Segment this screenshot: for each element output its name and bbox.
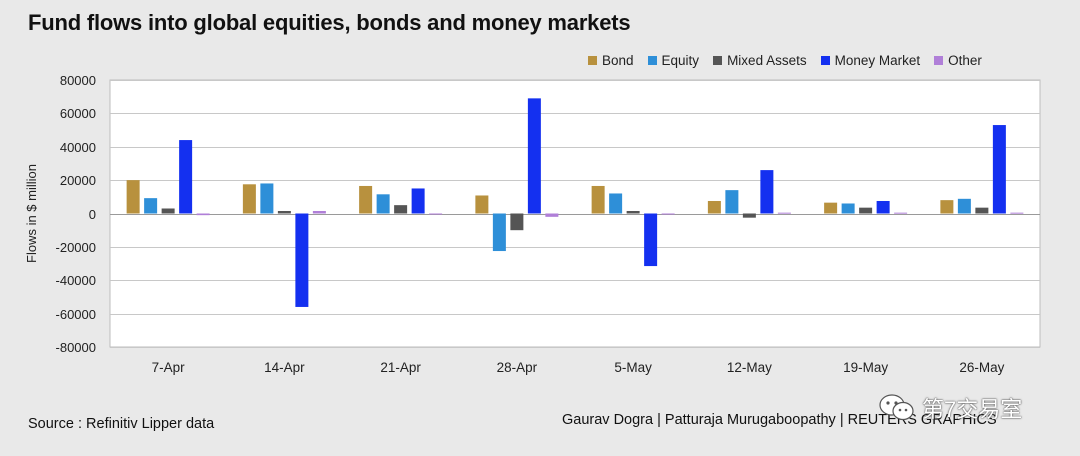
- watermark-text: 第7交易室: [922, 397, 1023, 422]
- bar-mixed-assets: [161, 208, 175, 214]
- chart-legend: Bond Equity Mixed Assets Money Market Other: [588, 53, 982, 68]
- bar-money-market: [876, 200, 890, 214]
- y-tick-label: 80000: [60, 73, 96, 88]
- legend-swatch: [820, 56, 830, 65]
- x-tick-label: 7-Apr: [152, 360, 186, 375]
- legend-item: Bond: [588, 53, 634, 68]
- bar-other: [894, 212, 908, 214]
- bar-other: [196, 213, 210, 216]
- x-tick-label: 21-Apr: [380, 360, 421, 375]
- bar-bond: [475, 195, 489, 214]
- legend-label: Equity: [661, 53, 700, 68]
- bar-mixed-assets: [859, 207, 873, 214]
- legend-item: Equity: [647, 53, 700, 68]
- bar-equity: [725, 190, 739, 214]
- chart-title: Fund flows into global equities, bonds a…: [28, 10, 631, 35]
- y-tick-label: 0: [89, 207, 96, 222]
- y-tick-label: 20000: [60, 173, 96, 188]
- y-tick-label: -60000: [56, 307, 96, 322]
- legend-item: Other: [934, 53, 982, 68]
- x-tick-label: 12-May: [727, 360, 772, 375]
- bar-money-market: [527, 98, 541, 214]
- x-tick-label: 19-May: [843, 360, 888, 375]
- bar-other: [777, 212, 791, 214]
- bar-money-market: [760, 170, 774, 214]
- bar-bond: [707, 200, 721, 214]
- legend-label: Money Market: [834, 53, 921, 68]
- legend-item: Mixed Assets: [713, 53, 807, 68]
- bar-other: [429, 213, 443, 215]
- bar-equity: [260, 183, 274, 214]
- bar-other: [661, 213, 675, 215]
- legend-label: Other: [948, 53, 982, 68]
- y-tick-label: -20000: [56, 240, 96, 255]
- y-tick-label: 60000: [60, 106, 96, 121]
- x-tick-label: 26-May: [959, 360, 1004, 375]
- bar-mixed-assets: [975, 207, 989, 214]
- bar-other: [1010, 212, 1024, 214]
- bar-money-market: [992, 125, 1006, 214]
- bar-money-market: [179, 140, 193, 214]
- bar-bond: [359, 185, 373, 214]
- source-note: Source : Refinitiv Lipper data: [28, 416, 215, 432]
- bar-other: [312, 210, 326, 214]
- bar-equity: [492, 213, 506, 252]
- bar-mixed-assets: [277, 210, 291, 214]
- bar-bond: [591, 185, 605, 214]
- credit-line: Gaurav Dogra | Patturaja Murugaboopathy …: [562, 412, 997, 428]
- legend-label: Bond: [602, 53, 634, 68]
- bar-money-market: [644, 213, 658, 267]
- bar-equity: [376, 194, 390, 214]
- y-tick-label: -80000: [56, 340, 96, 355]
- x-tick-label: 28-Apr: [497, 360, 538, 375]
- legend-swatch: [934, 56, 944, 65]
- bar-bond: [242, 184, 256, 214]
- bar-other: [545, 213, 559, 217]
- y-tick-label: -40000: [56, 273, 96, 288]
- legend-item: Money Market: [820, 53, 921, 68]
- bar-equity: [609, 193, 623, 214]
- bar-bond: [824, 202, 838, 214]
- bar-mixed-assets: [510, 213, 524, 231]
- bar-equity: [957, 198, 971, 214]
- bar-mixed-assets: [742, 213, 756, 218]
- bar-money-market: [295, 213, 309, 307]
- legend-swatch: [713, 56, 723, 65]
- y-tick-label: 40000: [60, 140, 96, 155]
- watermark: 第7交易室: [878, 392, 1022, 424]
- wechat-icon: [879, 394, 914, 421]
- bar-equity: [144, 198, 158, 214]
- y-axis-label: Flows in $ million: [24, 164, 39, 263]
- bar-bond: [940, 200, 954, 214]
- bar-mixed-assets: [394, 205, 408, 214]
- x-tick-label: 5-May: [614, 360, 652, 375]
- bar-bond: [126, 180, 140, 214]
- bar-equity: [841, 203, 855, 214]
- legend-label: Mixed Assets: [727, 53, 807, 68]
- legend-swatch: [588, 56, 597, 65]
- legend-swatch: [647, 56, 657, 65]
- bar-money-market: [411, 188, 425, 214]
- x-tick-label: 14-Apr: [264, 360, 305, 375]
- bar-mixed-assets: [626, 210, 640, 214]
